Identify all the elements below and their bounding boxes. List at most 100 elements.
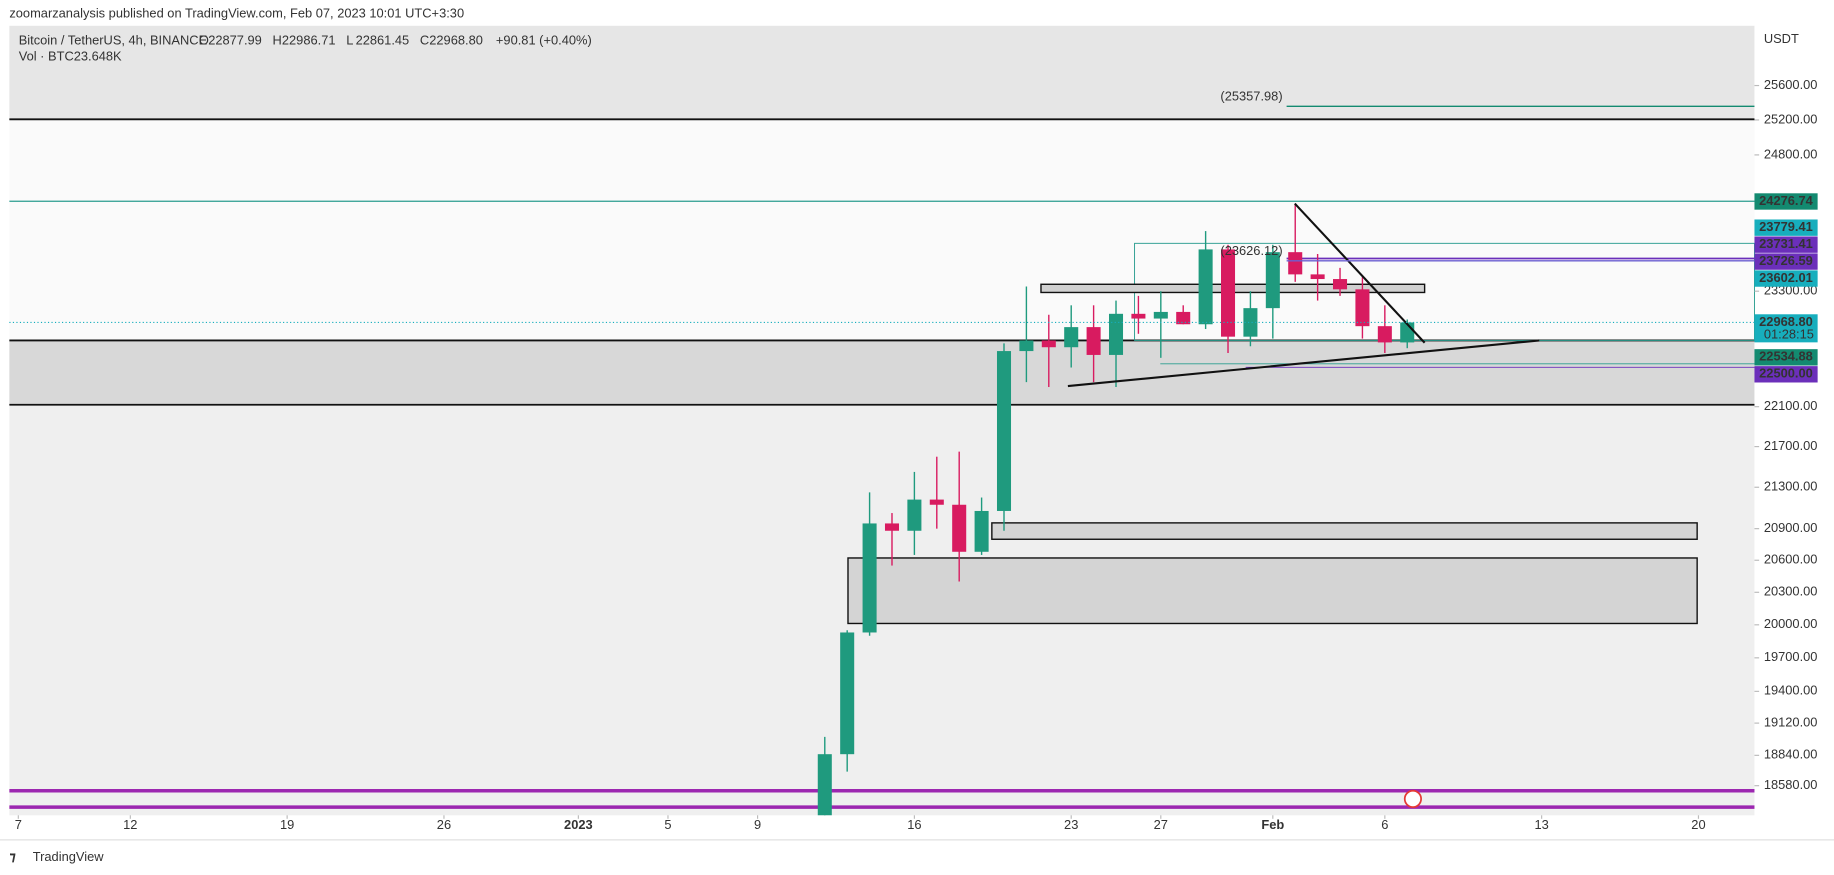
- x-tick-label: 20: [1691, 817, 1705, 832]
- y-tick-label: 19700.00: [1764, 649, 1818, 664]
- y-tick-label: 24800.00: [1764, 146, 1818, 161]
- legend-key: H: [273, 32, 282, 47]
- publisher-line: zoomarzanalysis published on TradingView…: [9, 5, 464, 20]
- y-tick-label: 20600.00: [1764, 552, 1818, 567]
- logo-mark: ⁊: [9, 849, 16, 864]
- level-label: (25357.98): [1220, 88, 1282, 103]
- y-tick-label: 18840.00: [1764, 747, 1818, 762]
- demand-box: [991, 522, 1698, 540]
- candle-body: [974, 510, 989, 552]
- legend-value: 22986.71: [282, 32, 336, 47]
- candle-body: [1064, 327, 1079, 348]
- candle-body: [1333, 279, 1348, 290]
- candle-body: [1198, 249, 1213, 325]
- y-tick-label: 19120.00: [1764, 715, 1818, 730]
- legend-key: L: [346, 32, 353, 47]
- x-tick-label: 19: [280, 817, 294, 832]
- candle-body: [862, 523, 877, 633]
- y-tick-label: 20300.00: [1764, 584, 1818, 599]
- candles: [817, 203, 1415, 816]
- x-tick-label: 6: [1381, 817, 1388, 832]
- price-axis: [1754, 25, 1834, 816]
- level-label: (23626.12): [1220, 243, 1282, 258]
- x-tick-label: 23: [1064, 817, 1078, 832]
- candle-body: [996, 351, 1012, 511]
- candle-body: [1108, 313, 1124, 355]
- y-tick-label: 18580.00: [1764, 777, 1818, 792]
- x-tick-label: 2023: [564, 817, 593, 832]
- countdown: 01:28:15: [1764, 327, 1814, 342]
- candle-body: [1288, 252, 1303, 275]
- candle-body: [884, 523, 900, 531]
- legend-value: 22968.80: [429, 32, 483, 47]
- candle-body: [929, 499, 944, 505]
- zone-support: [9, 340, 1755, 405]
- price-tag: [1754, 349, 1818, 366]
- price-tag-label: 23726.59: [1759, 253, 1813, 268]
- candle-body: [1176, 311, 1191, 325]
- y-tick-label: 21700.00: [1764, 438, 1818, 453]
- zone-top: [9, 25, 1755, 120]
- x-tick-label: 5: [664, 817, 671, 832]
- price-tag: [1754, 366, 1818, 383]
- price-tag: [1754, 219, 1818, 236]
- candle-body: [1355, 289, 1370, 327]
- price-tag-label: 23731.41: [1759, 236, 1813, 251]
- legend-value: 22877.99: [208, 32, 262, 47]
- candle-body: [1243, 308, 1258, 337]
- y-tick-label: 20000.00: [1764, 616, 1818, 631]
- currency-label: USDT: [1764, 31, 1799, 46]
- x-tick-label: 27: [1154, 817, 1168, 832]
- price-tag: [1754, 314, 1818, 343]
- price-tag: [1754, 193, 1818, 210]
- trendline: [1067, 339, 1540, 388]
- candle-body: [1153, 311, 1168, 319]
- price-tag: [1754, 236, 1818, 253]
- y-tick-label: 21300.00: [1764, 479, 1818, 494]
- legend-change: +90.81 (+0.40%): [496, 32, 592, 47]
- y-tick-label: 25200.00: [1764, 111, 1818, 126]
- volume-label: Vol · BTC: [19, 49, 74, 64]
- footer-brand: TradingView: [33, 849, 104, 864]
- price-tag-label: 22534.88: [1759, 349, 1813, 364]
- x-tick-label: 16: [907, 817, 921, 832]
- trendline: [1294, 202, 1426, 344]
- demand-box: [847, 557, 1698, 625]
- x-tick-label: 12: [123, 817, 137, 832]
- x-tick-label: 13: [1534, 817, 1548, 832]
- x-tick-label: 9: [754, 817, 761, 832]
- price-tag-label: 22968.80: [1759, 314, 1813, 329]
- legend-key: O: [199, 32, 209, 47]
- candle-body: [1131, 313, 1146, 319]
- price-tag: [1754, 270, 1818, 287]
- volume-value: 23.648K: [74, 49, 122, 64]
- y-tick-label: 19400.00: [1764, 683, 1818, 698]
- price-tag-label: 23602.01: [1759, 270, 1813, 285]
- price-tag: [1754, 253, 1818, 270]
- y-tick-label: 20900.00: [1764, 520, 1818, 535]
- candle-body: [1310, 274, 1325, 280]
- candle-body: [952, 504, 967, 552]
- candle-body: [817, 754, 832, 816]
- candle-body: [1019, 340, 1034, 352]
- candle-body: [1265, 252, 1280, 309]
- candle-body: [907, 499, 922, 531]
- y-tick-label: 22100.00: [1764, 398, 1818, 413]
- candle-body: [1041, 340, 1056, 348]
- candle-body: [1086, 327, 1101, 355]
- legend-key: C: [420, 32, 429, 47]
- zone-upper: [9, 119, 1755, 341]
- candle-body: [1377, 326, 1392, 343]
- x-tick-label: 26: [437, 817, 451, 832]
- price-tag-label: 22500.00: [1759, 366, 1813, 381]
- y-tick-label: 25600.00: [1764, 77, 1818, 92]
- x-tick-label: 7: [15, 817, 22, 832]
- legend-value: 22861.45: [356, 32, 410, 47]
- price-tag-label: 23779.41: [1759, 219, 1813, 234]
- candle-body: [1221, 249, 1236, 337]
- price-tag-label: 24276.74: [1759, 193, 1813, 208]
- candle-body: [840, 632, 855, 755]
- legend-title: Bitcoin / TetherUS, 4h, BINANCE: [19, 32, 208, 47]
- alert-icon[interactable]: [1403, 789, 1422, 808]
